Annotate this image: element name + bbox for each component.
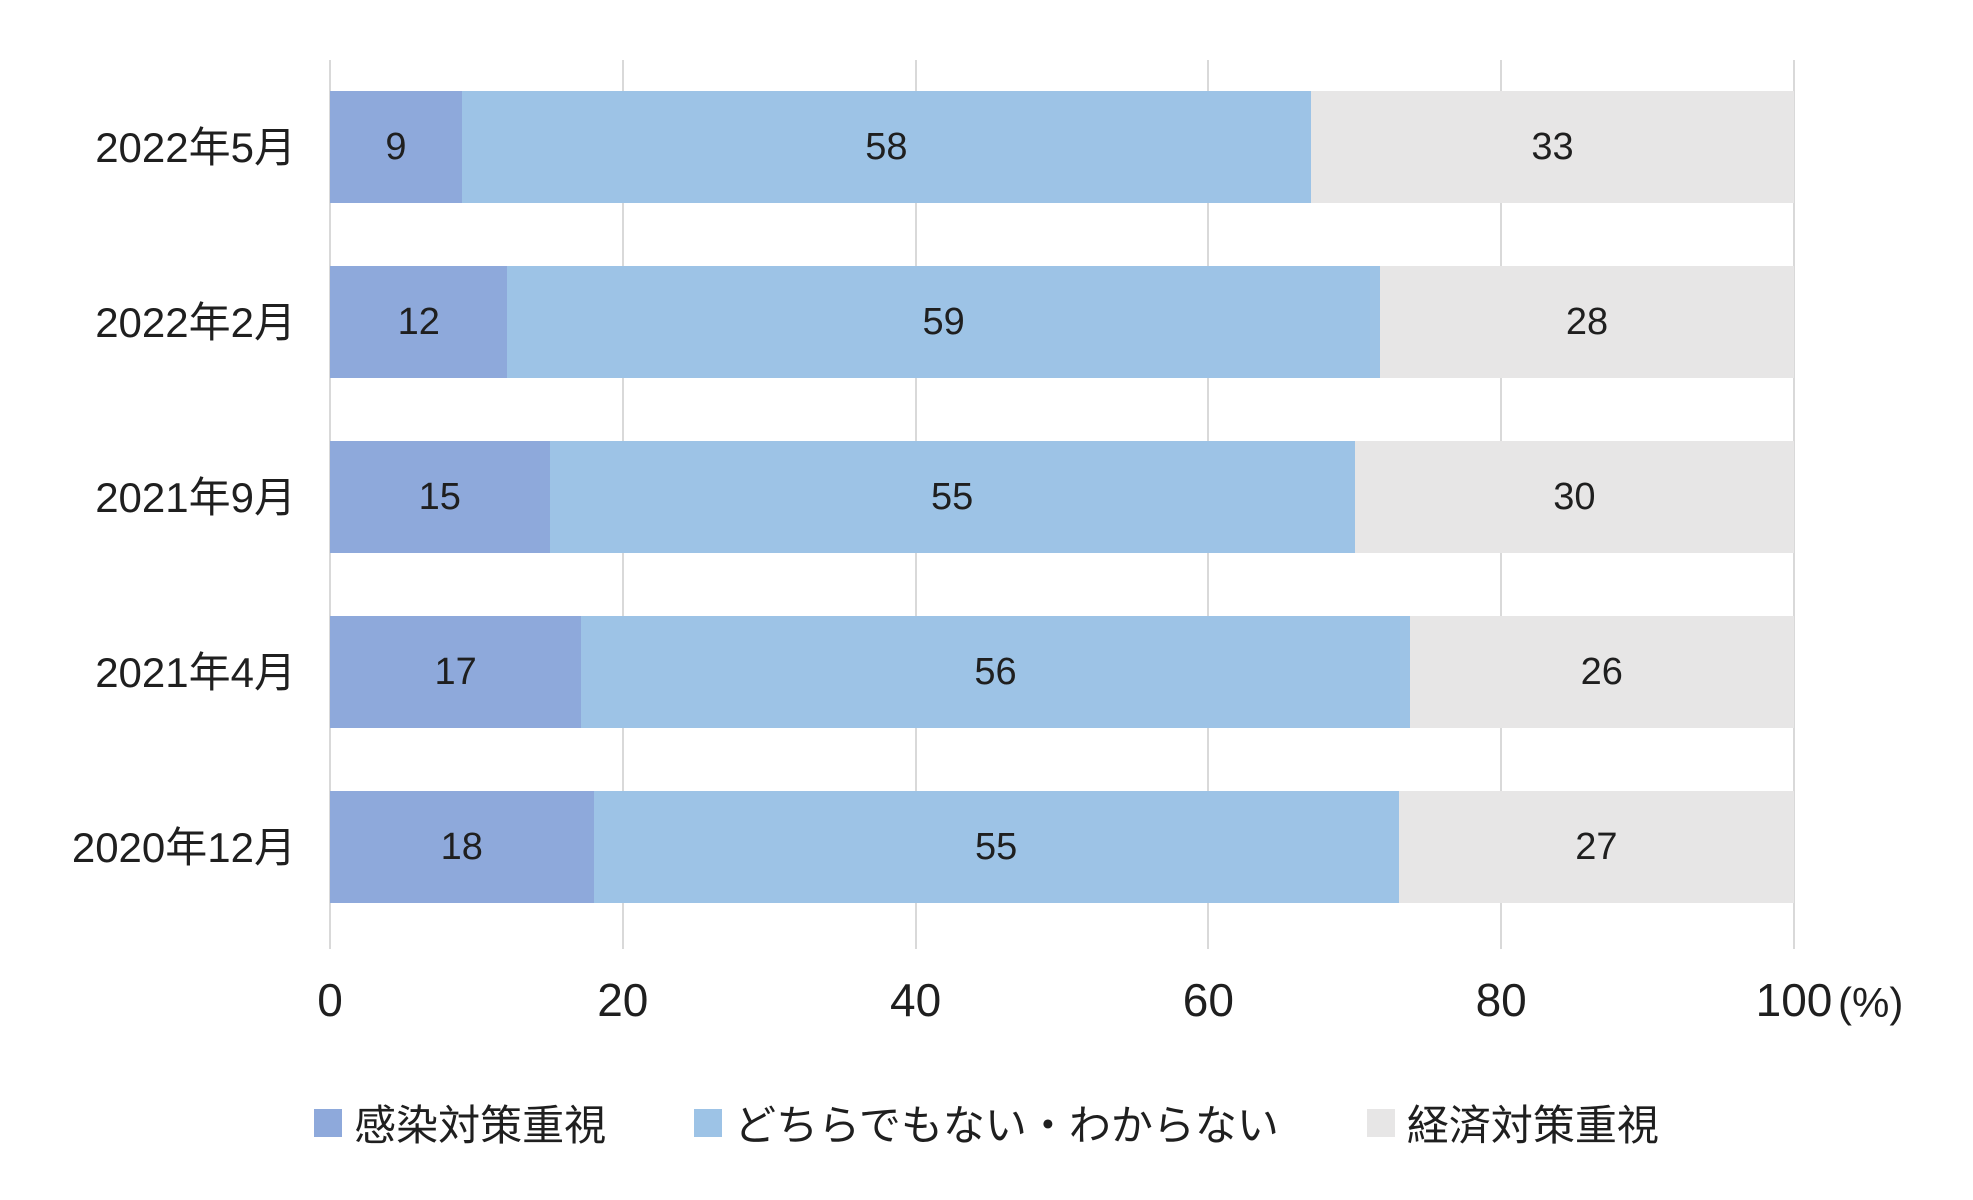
bar-segment: 26 — [1409, 616, 1794, 728]
legend-swatch — [314, 1108, 343, 1137]
bar-segment: 55 — [593, 791, 1399, 903]
bar-segment: 58 — [461, 91, 1311, 203]
legend: 感染対策重視 どちらでもない・わからない 経済対策重視 — [0, 1092, 1973, 1153]
gridline — [1793, 60, 1795, 949]
legend-swatch — [694, 1108, 723, 1137]
bar-segment: 27 — [1398, 791, 1794, 903]
legend-label: 経済対策重視 — [1406, 1102, 1659, 1149]
bar-segment: 30 — [1354, 441, 1794, 553]
plot-area: 9 58 33 12 59 28 15 55 30 17 56 26 18 55 27 — [329, 60, 1795, 949]
legend-label: どちらでもない・わからない — [734, 1102, 1279, 1149]
bar-row: 15 55 30 — [330, 441, 1794, 553]
bar-segment: 12 — [330, 266, 508, 378]
x-axis-tick-label: 40 — [890, 974, 942, 1026]
legend-item: どちらでもない・わからない — [694, 1092, 1279, 1153]
bar-row: 17 56 26 — [330, 616, 1794, 728]
legend-item: 経済対策重視 — [1366, 1092, 1659, 1153]
bar-segment: 17 — [330, 616, 582, 728]
bar-segment: 33 — [1310, 91, 1795, 203]
legend-label: 感染対策重視 — [354, 1102, 607, 1149]
x-axis-tick-label: 0 — [317, 974, 343, 1026]
x-axis-tick-label: 60 — [1182, 974, 1234, 1026]
bar-row: 18 55 27 — [330, 791, 1794, 903]
x-axis-unit-label: (%) — [1838, 979, 1904, 1026]
y-axis-labels: 2022年5月 2022年2月 2021年9月 2021年4月 2020年12月 — [0, 60, 296, 935]
bar-segment: 9 — [330, 91, 462, 203]
y-axis-category-label: 2021年9月 — [95, 474, 296, 521]
bar-segment: 28 — [1379, 266, 1794, 378]
legend-swatch — [1366, 1108, 1395, 1137]
x-axis-tick-label: 80 — [1475, 974, 1527, 1026]
bar-segment: 18 — [330, 791, 594, 903]
bar-row: 12 59 28 — [330, 266, 1794, 378]
bar-segment: 56 — [581, 616, 1410, 728]
y-axis-category-label: 2022年2月 — [95, 299, 296, 346]
y-axis-category-label: 2020年12月 — [71, 824, 296, 871]
x-axis-tick-label: 100 — [1755, 974, 1833, 1026]
x-axis-tick-label: 20 — [597, 974, 649, 1026]
bar-segment: 55 — [549, 441, 1355, 553]
y-axis-category-label: 2021年4月 — [95, 649, 296, 696]
legend-item: 感染対策重視 — [314, 1092, 606, 1153]
bar-row: 9 58 33 — [330, 91, 1795, 203]
bar-segment: 59 — [507, 266, 1380, 378]
y-axis-category-label: 2022年5月 — [95, 124, 296, 171]
bar-segment: 15 — [330, 441, 550, 553]
